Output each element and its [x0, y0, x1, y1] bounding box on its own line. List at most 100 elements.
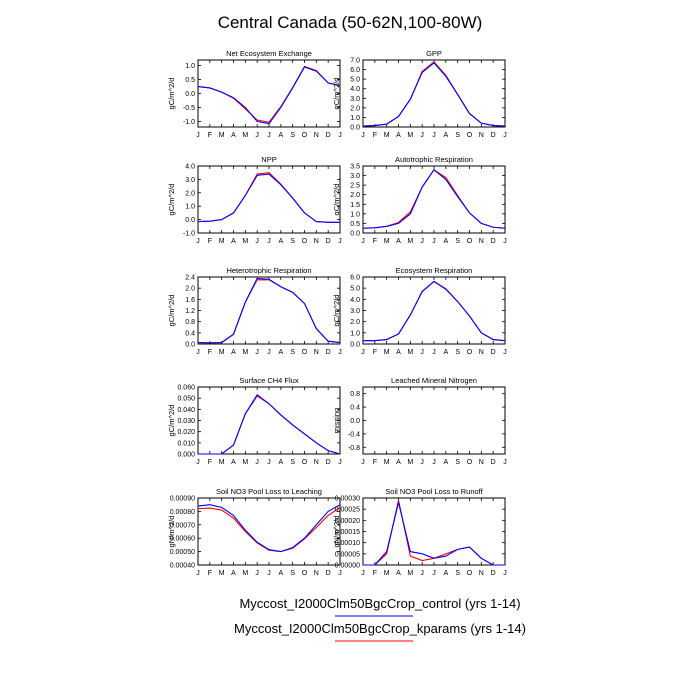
y-tick-label: -1.0 — [183, 231, 195, 238]
x-tick-label: O — [302, 459, 308, 466]
x-tick-label: J — [420, 238, 424, 245]
series-line-1 — [363, 502, 505, 566]
y-tick-label: 0.060 — [177, 385, 195, 392]
x-tick-label: J — [420, 132, 424, 139]
x-tick-label: J — [432, 132, 436, 139]
x-tick-label: J — [338, 349, 342, 356]
plot-frame — [197, 165, 341, 234]
x-tick-label: F — [208, 349, 212, 356]
panel-title: Soil NO3 Pool Loss to Runoff — [385, 487, 483, 496]
x-tick-label: N — [479, 132, 484, 139]
y-tick-label: 1.0 — [350, 211, 360, 218]
series-line-2 — [363, 280, 506, 342]
series-line-2 — [363, 500, 505, 566]
y-tick-label: 0.00025 — [335, 507, 360, 514]
x-tick-label: M — [242, 570, 248, 577]
y-tick-label: 2.5 — [350, 183, 360, 190]
x-tick-label: J — [432, 459, 436, 466]
x-tick-label: A — [443, 349, 448, 356]
y-tick-label: 0.020 — [177, 429, 195, 436]
x-tick-label: J — [420, 459, 424, 466]
x-tick-label: A — [443, 570, 448, 577]
series-line-2 — [198, 395, 341, 455]
x-tick-label: J — [267, 132, 271, 139]
x-tick-label: F — [208, 132, 212, 139]
x-tick-label: J — [420, 349, 424, 356]
y-tick-label: 3.0 — [350, 308, 360, 315]
x-tick-label: J — [267, 459, 271, 466]
x-tick-label: M — [384, 349, 390, 356]
x-tick-label: M — [407, 349, 413, 356]
series-line-1 — [197, 66, 341, 125]
y-tick-label: 0.00030 — [335, 496, 360, 503]
x-tick-label: M — [407, 459, 413, 466]
x-tick-label: J — [503, 132, 507, 139]
y-tick-label: 0.5 — [350, 221, 360, 228]
x-tick-label: A — [231, 238, 236, 245]
y-tick-label: 2.0 — [185, 286, 195, 293]
y-tick-label: 0.8 — [350, 391, 360, 398]
panels: Net Ecosystem Exchange gC/m^2/d 1.0 0.5 0.0 -… — [167, 49, 507, 577]
series-line-2 — [362, 61, 506, 127]
plot-frame — [197, 497, 341, 566]
y-tick-label: 0.00080 — [170, 509, 195, 516]
x-tick-label: F — [208, 238, 212, 245]
x-tick-label: M — [384, 570, 390, 577]
x-tick-label: J — [255, 349, 259, 356]
panel-title: Surface CH4 Flux — [239, 376, 298, 385]
x-tick-label: F — [373, 570, 377, 577]
y-tick-label: 2.0 — [350, 319, 360, 326]
x-tick-label: O — [467, 459, 473, 466]
x-tick-label: S — [455, 349, 460, 356]
series-line-1 — [363, 280, 506, 342]
x-tick-label: J — [503, 349, 507, 356]
x-tick-label: A — [443, 459, 448, 466]
panel-title: Heterotrophic Respiration — [226, 266, 311, 275]
x-tick-label: J — [338, 570, 342, 577]
y-tick-label: 1.5 — [350, 202, 360, 209]
y-axis-label: gN/m^2/d — [167, 516, 176, 548]
x-tick-label: M — [384, 238, 390, 245]
x-tick-label: A — [278, 570, 283, 577]
x-tick-label: J — [432, 238, 436, 245]
x-tick-label: J — [255, 459, 259, 466]
x-tick-label: M — [242, 132, 248, 139]
y-tick-label: 0.00000 — [335, 563, 360, 570]
chart-panel-5: Heterotrophic Respiration gC/m^2/d 0.0 0.4 0… — [167, 266, 342, 356]
y-tick-label: 6.0 — [350, 67, 360, 74]
y-tick-label: 4.0 — [350, 297, 360, 304]
x-tick-label: J — [267, 570, 271, 577]
x-tick-label: A — [396, 238, 401, 245]
y-tick-label: 0.00050 — [170, 549, 195, 556]
x-tick-label: D — [326, 238, 331, 245]
x-tick-label: J — [338, 132, 342, 139]
y-tick-label: 6.0 — [350, 275, 360, 282]
y-tick-label: 0.040 — [177, 407, 195, 414]
x-tick-label: J — [196, 132, 200, 139]
y-tick-label: 0.00010 — [335, 540, 360, 547]
x-tick-label: D — [326, 132, 331, 139]
x-tick-label: J — [267, 349, 271, 356]
x-tick-label: J — [503, 238, 507, 245]
x-tick-label: M — [219, 238, 225, 245]
x-tick-label: A — [396, 349, 401, 356]
y-tick-label: 0.00070 — [170, 522, 195, 529]
y-tick-label: 2.0 — [185, 190, 195, 197]
y-tick-label: -1.0 — [183, 119, 195, 126]
x-tick-label: J — [361, 570, 365, 577]
x-tick-label: J — [503, 459, 507, 466]
x-tick-label: J — [420, 570, 424, 577]
y-tick-label: 1.0 — [185, 63, 195, 70]
x-tick-label: A — [278, 459, 283, 466]
panel-title: Ecosystem Respiration — [396, 266, 473, 275]
x-tick-label: D — [491, 132, 496, 139]
x-tick-label: J — [255, 238, 259, 245]
x-tick-label: D — [326, 459, 331, 466]
y-axis-label: missing — [332, 408, 341, 433]
x-tick-label: D — [326, 570, 331, 577]
y-tick-label: 0.0 — [185, 217, 195, 224]
x-tick-label: N — [479, 459, 484, 466]
x-tick-label: M — [219, 349, 225, 356]
